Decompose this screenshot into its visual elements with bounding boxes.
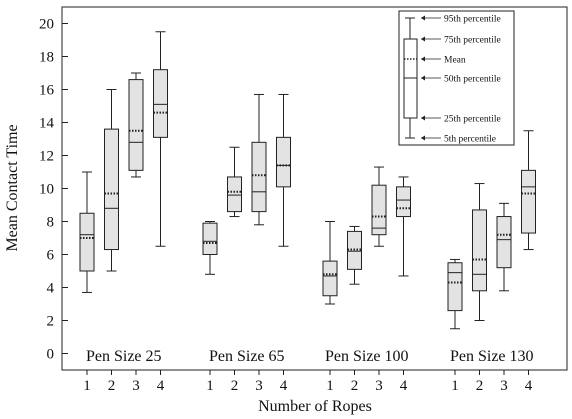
legend-frame <box>398 10 515 146</box>
box-iqr <box>227 176 242 213</box>
legend-arrow-head <box>421 115 425 121</box>
legend: 95th percentile 75th percentile Mean 50th p… <box>398 10 515 146</box>
box-plot <box>276 93 291 247</box>
box-iqr <box>276 136 291 188</box>
box-iqr <box>153 69 168 138</box>
x-tick-label: 1 <box>206 378 214 394</box>
legend-entry-median: 50th percentile <box>444 75 501 85</box>
box-plot <box>371 166 387 247</box>
y-axis-title: Mean Contact Time <box>4 124 21 251</box>
box-groups: Pen Size 25 Pen Size 65 Pen Size 100 Pen Si… <box>79 31 536 365</box>
box-plot <box>79 171 95 293</box>
y-tick-label: 12 <box>39 149 54 165</box>
x-tick-label: 3 <box>132 378 140 394</box>
y-tick-label: 4 <box>47 281 55 297</box>
box-plot <box>153 31 168 247</box>
x-tick-label: 3 <box>500 378 508 394</box>
x-tick-label: 2 <box>108 378 116 394</box>
legend-entry-p75: 75th percentile <box>444 36 501 46</box>
box-iqr <box>521 169 536 234</box>
group-pen-size-3: Pen Size 130 <box>447 130 536 365</box>
y-tick-label: 16 <box>39 83 55 99</box>
box-iqr <box>496 216 512 269</box>
box-plot <box>202 221 218 275</box>
legend-entry-p25: 25th percentile <box>444 115 501 125</box>
box-iqr <box>128 79 144 171</box>
y-tick-label: 14 <box>39 116 55 132</box>
y-tick-label: 10 <box>39 182 54 198</box>
x-tick-label: 3 <box>255 378 263 394</box>
group-pen-size-0: Pen Size 25 <box>79 31 168 365</box>
box-iqr <box>104 128 119 251</box>
group-label: Pen Size 130 <box>450 348 534 365</box>
x-tick-label: 2 <box>351 378 359 394</box>
x-tick-label: 4 <box>525 378 533 394</box>
y-tick-label: 20 <box>39 17 54 33</box>
legend-entry-p95: 95th percentile <box>444 15 501 25</box>
group-label: Pen Size 65 <box>209 348 285 365</box>
box-iqr <box>251 141 267 213</box>
box-iqr <box>371 184 387 236</box>
y-tick-label: 2 <box>47 314 55 330</box>
box-plot <box>447 258 463 330</box>
box-plot <box>104 89 119 272</box>
box-iqr <box>447 262 463 312</box>
y-tick-label: 0 <box>47 347 55 363</box>
x-tick-label: 1 <box>83 378 91 394</box>
x-tick-label: 2 <box>231 378 239 394</box>
x-tick-label: 3 <box>375 378 383 394</box>
box-iqr <box>472 209 487 292</box>
y-axis: 0 2 4 6 8 10 12 14 16 18 20 <box>39 17 68 363</box>
box-plot <box>347 225 362 285</box>
legend-arrow-head <box>421 15 425 21</box>
legend-entry-mean: Mean <box>444 56 466 66</box>
box-plot <box>396 176 411 277</box>
box-plot <box>521 130 536 251</box>
box-plot <box>322 221 338 305</box>
box-plot <box>496 202 512 292</box>
box-iqr <box>396 186 411 218</box>
x-axis-title: Number of Ropes <box>258 398 372 415</box>
box-plot <box>227 146 242 218</box>
group-label: Pen Size 25 <box>86 348 162 365</box>
box-iqr <box>79 212 95 272</box>
box-iqr <box>322 260 338 297</box>
legend-arrow-head <box>421 36 425 42</box>
y-tick-label: 8 <box>47 215 55 231</box>
x-tick-label: 1 <box>326 378 334 394</box>
group-pen-size-2: Pen Size 100 <box>322 166 411 365</box>
x-tick-label: 1 <box>451 378 459 394</box>
legend-arrow-head <box>421 135 425 141</box>
y-tick-label: 6 <box>47 248 55 264</box>
group-pen-size-1: Pen Size 65 <box>202 93 291 365</box>
box-plot <box>251 93 267 226</box>
box-iqr <box>202 222 218 255</box>
legend-arrow-head <box>421 75 425 81</box>
legend-entry-p5: 5th percentile <box>444 135 496 145</box>
x-tick-label: 4 <box>280 378 288 394</box>
y-tick-label: 18 <box>39 50 54 66</box>
box-plot <box>128 72 144 178</box>
group-label: Pen Size 100 <box>325 348 409 365</box>
x-tick-label: 4 <box>400 378 408 394</box>
x-tick-label: 2 <box>476 378 484 394</box>
x-tick-label: 4 <box>157 378 165 394</box>
legend-arrow-head <box>421 56 425 62</box>
box-plot <box>472 183 487 321</box>
